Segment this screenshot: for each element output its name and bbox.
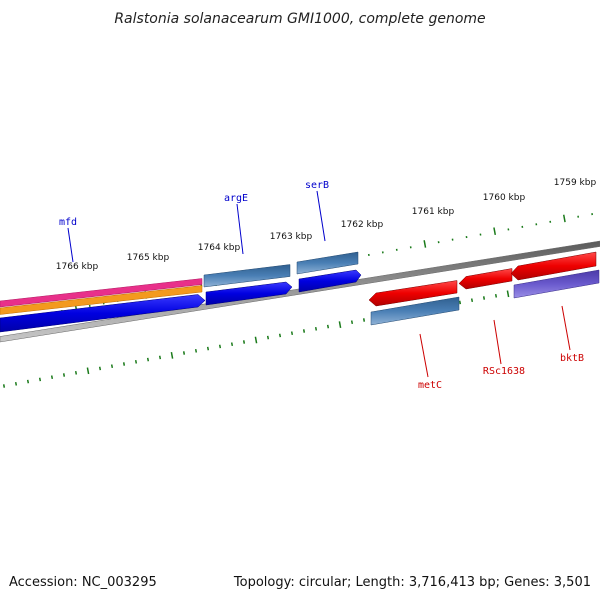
reverse-cds-arrows xyxy=(368,251,597,307)
gene-arrow-serB[interactable] xyxy=(298,269,362,293)
tick-mark-30 xyxy=(423,240,427,248)
gene-label-RSc1638[interactable]: RSc1638 xyxy=(483,366,525,377)
tick-mark-17 xyxy=(206,346,210,351)
forward-features xyxy=(0,251,359,315)
ruler-label-1765: 1765 kbp xyxy=(127,253,170,263)
leader-line-RSc1638 xyxy=(493,319,502,365)
tick-mark-22 xyxy=(266,335,270,340)
tick-mark-14 xyxy=(170,352,174,359)
tick-mark-21 xyxy=(254,336,258,344)
tick-mark-10 xyxy=(122,362,126,366)
reverse-features xyxy=(370,269,600,326)
ruler-label-1759: 1759 kbp xyxy=(554,178,597,188)
tick-mark-23 xyxy=(278,333,282,338)
tick-mark-27 xyxy=(326,324,330,329)
tick-mark-8 xyxy=(98,366,102,371)
gene-label-serB[interactable]: serB xyxy=(305,180,329,191)
gene-label-bktB[interactable]: bktB xyxy=(560,353,584,364)
gene-label-argE[interactable]: argE xyxy=(224,193,248,204)
leader-line-metC xyxy=(419,333,429,378)
tick-mark-12 xyxy=(146,357,150,362)
tick-mark-0 xyxy=(2,384,6,388)
tick-mark-1 xyxy=(14,381,18,386)
ruler-labels: 1759 kbp 1760 kbp 1761 kbp 1762 kbp 1763… xyxy=(56,178,597,272)
genome-summary-text: Topology: circular; Length: 3,716,413 bp… xyxy=(233,575,591,590)
tick-mark-6 xyxy=(74,370,78,375)
gene-feature-mfd-pink[interactable] xyxy=(0,278,203,308)
ruler-label-1761: 1761 kbp xyxy=(412,207,455,217)
tick-mark-40 xyxy=(482,296,486,300)
tick-mark-19 xyxy=(230,342,234,347)
gene-arrow-metC[interactable] xyxy=(368,280,458,307)
leader-line-mfd xyxy=(67,227,74,263)
tick-mark-41 xyxy=(494,293,498,298)
ruler-label-1760: 1760 kbp xyxy=(483,193,526,203)
gene-feature-argE-rna[interactable] xyxy=(203,264,291,288)
tick-mark-29 xyxy=(350,320,354,325)
tick-mark-13 xyxy=(158,355,162,360)
forward-cds-arrows xyxy=(0,269,362,333)
ruler-label-1762: 1762 kbp xyxy=(341,220,384,230)
tick-mark-42 xyxy=(506,290,510,298)
gene-label-metC[interactable]: metC xyxy=(418,380,442,391)
gene-arrow-RSc1638[interactable] xyxy=(458,268,513,290)
tick-mark-38 xyxy=(458,300,462,305)
tick-mark-20 xyxy=(242,340,246,344)
tick-mark-40 xyxy=(562,214,566,223)
gene-feature-mfd-orange[interactable] xyxy=(0,285,203,315)
tick-mark-30 xyxy=(362,318,366,322)
accession-text: Accession: NC_003295 xyxy=(9,575,157,590)
gene-label-mfd[interactable]: mfd xyxy=(59,217,77,228)
leader-line-bktB xyxy=(561,305,571,351)
leader-line-serB xyxy=(316,190,326,242)
tick-mark-39 xyxy=(470,298,474,303)
tick-mark-7 xyxy=(86,367,90,375)
gene-labels: mfd argE serB metC RSc1638 bktB xyxy=(59,180,584,391)
leader-line-argE xyxy=(236,203,244,255)
gene-feature-metC-rna[interactable] xyxy=(370,296,460,326)
gene-arrow-argE[interactable] xyxy=(205,281,293,306)
tick-mark-18 xyxy=(218,344,222,349)
tick-mark-28 xyxy=(338,321,342,328)
tick-mark-35 xyxy=(493,227,497,236)
tick-mark-5 xyxy=(62,373,66,377)
tick-mark-2 xyxy=(26,379,30,384)
tick-mark-15 xyxy=(182,351,186,355)
ruler-label-1766: 1766 kbp xyxy=(56,262,99,272)
tick-mark-16 xyxy=(194,348,198,353)
map-title: Ralstonia solanacearum GMI1000, complete… xyxy=(114,11,485,27)
tick-mark-11 xyxy=(134,359,138,364)
tick-mark-26 xyxy=(314,326,318,331)
tick-mark-4 xyxy=(50,375,54,380)
tick-mark-25 xyxy=(302,329,306,333)
ruler-label-1764: 1764 kbp xyxy=(198,243,241,253)
gene-arrow-bktB[interactable] xyxy=(510,251,597,281)
gene-feature-bktB-purple[interactable] xyxy=(513,269,600,299)
ruler-label-1763: 1763 kbp xyxy=(270,232,313,242)
gene-leader-lines xyxy=(67,190,571,378)
tick-mark-24 xyxy=(290,331,294,336)
gene-feature-serB-rna[interactable] xyxy=(296,251,359,275)
tick-mark-9 xyxy=(110,364,114,369)
tick-mark-3 xyxy=(38,377,42,382)
gene-arrow-mfd[interactable] xyxy=(0,294,206,333)
